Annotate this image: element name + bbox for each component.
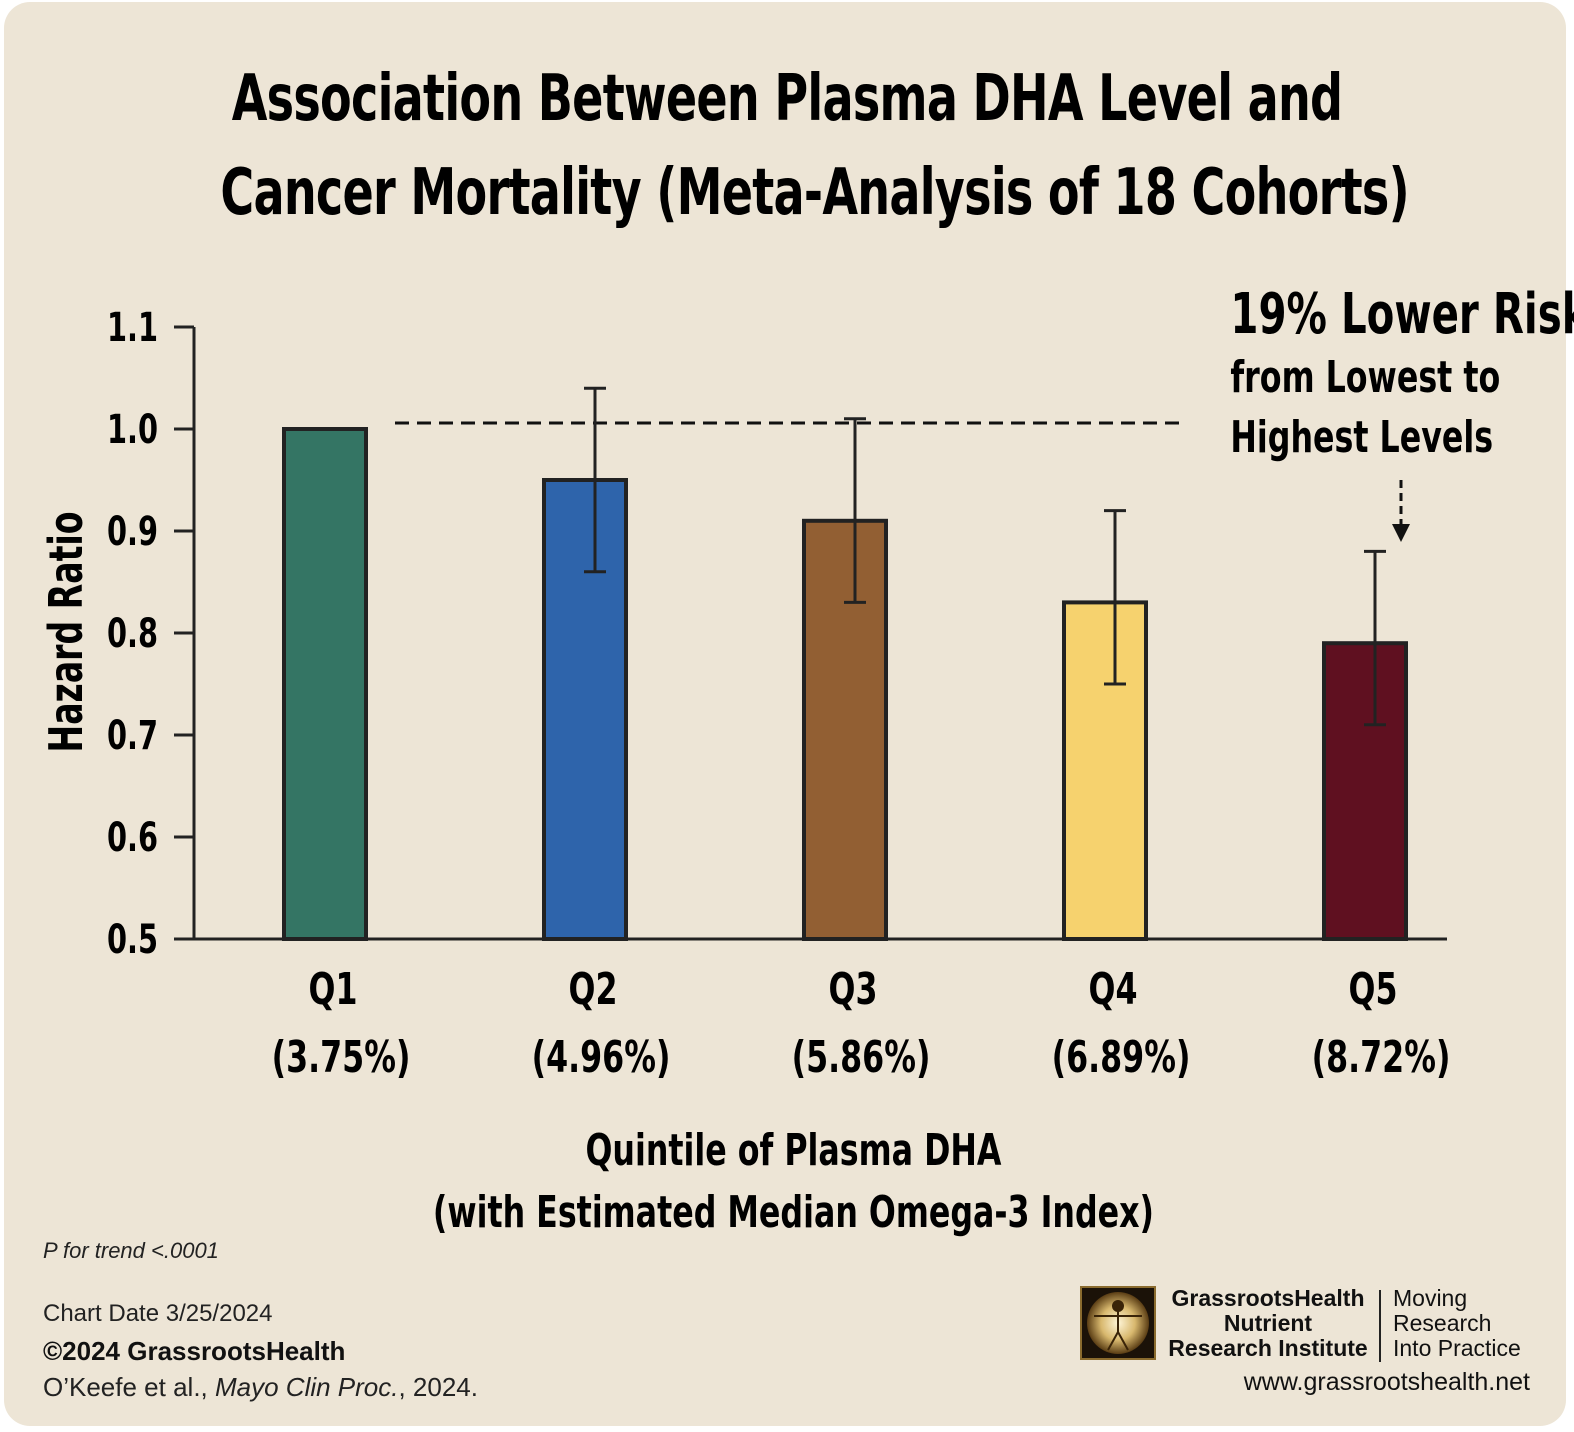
- y-tick-label: 0.7: [107, 713, 158, 759]
- annotation-headline: 19% Lower Risk: [1230, 282, 1574, 347]
- chart-title: Association Between Plasma DHA Level and…: [220, 52, 1409, 240]
- error-bar-q3: [844, 417, 866, 604]
- chart-card: [4, 2, 1566, 1426]
- x-category-label: Q2: [569, 964, 618, 1016]
- citation-authors: O’Keefe et al.,: [43, 1372, 215, 1402]
- annotation-line2: from Lowest to: [1230, 352, 1501, 403]
- x-category-label: Q3: [829, 964, 878, 1016]
- y-tick-label: 0.5: [107, 917, 158, 963]
- logo-org-line3: Research Institute: [1168, 1335, 1368, 1361]
- x-category-sublabel: (4.96%): [532, 1032, 671, 1084]
- annotation-arrow-head: [1392, 524, 1410, 542]
- error-bar-q5: [1364, 549, 1386, 727]
- x-category-sublabel: (6.89%): [1052, 1032, 1191, 1084]
- x-axis-title-line1: Quintile of Plasma DHA: [585, 1125, 1002, 1176]
- x-category-sublabel: (5.86%): [792, 1032, 931, 1084]
- chart-date: Chart Date 3/25/2024: [43, 1300, 273, 1327]
- y-tick-label: 0.6: [107, 815, 158, 861]
- p-trend-note: P for trend <.0001: [43, 1238, 219, 1263]
- x-category-sublabel: (3.75%): [272, 1032, 411, 1084]
- y-tick-label: 0.9: [107, 509, 158, 555]
- logo-org-line2: Nutrient: [1223, 1310, 1313, 1336]
- logo-divider: [1379, 1290, 1381, 1362]
- x-category-sublabel: (8.72%): [1312, 1032, 1451, 1084]
- citation: O’Keefe et al., Mayo Clin Proc., 2024.: [43, 1372, 478, 1403]
- bar-q5: [1322, 641, 1408, 941]
- error-bar-q4: [1104, 509, 1126, 686]
- y-tick-label: 1.1: [107, 305, 158, 351]
- annotation-line3: Highest Levels: [1230, 412, 1494, 463]
- y-tick-label: 1.0: [107, 407, 158, 453]
- logo-org-line1: GrassrootsHealth: [1171, 1285, 1365, 1311]
- logo-tagline: Moving Research Into Practice: [1393, 1286, 1521, 1361]
- x-axis-title-line2: (with Estimated Median Omega-3 Index): [432, 1187, 1155, 1238]
- x-category-label: Q4: [1089, 964, 1138, 1016]
- bar-q2: [542, 478, 628, 941]
- x-axis-title: Quintile of Plasma DHA (with Estimated M…: [227, 1120, 1360, 1244]
- logo-tagline-line3: Into Practice: [1393, 1335, 1521, 1361]
- citation-journal: Mayo Clin Proc.: [214, 1372, 399, 1402]
- chart-title-line1: Association Between Plasma DHA Level and: [231, 62, 1343, 136]
- bar-q1: [282, 427, 368, 941]
- x-category-label: Q1: [309, 964, 358, 1016]
- error-bar-q2: [584, 386, 606, 574]
- bar-q4: [1062, 600, 1148, 942]
- x-category-label: Q5: [1349, 964, 1398, 1016]
- logo-tagline-line1: Moving: [1393, 1285, 1468, 1311]
- logo-org-name: GrassrootsHealth Nutrient Research Insti…: [1160, 1286, 1376, 1361]
- website-link[interactable]: www.grassrootshealth.net: [1243, 1368, 1530, 1396]
- vitruvian-logo: [1080, 1286, 1156, 1360]
- logo-tagline-line2: Research: [1393, 1310, 1492, 1336]
- y-tick-label: 0.8: [107, 611, 158, 657]
- bar-q3: [802, 518, 888, 941]
- citation-year: , 2024.: [398, 1372, 478, 1402]
- copyright: ©2024 GrassrootsHealth: [43, 1336, 346, 1366]
- y-axis-label: Hazard Ratio: [41, 511, 94, 752]
- annotation-arrow: [1392, 480, 1410, 542]
- chart-title-line2: Cancer Mortality (Meta-Analysis of 18 Co…: [220, 156, 1409, 230]
- risk-annotation: 19% Lower Risk from Lowest to Highest Le…: [1180, 282, 1574, 468]
